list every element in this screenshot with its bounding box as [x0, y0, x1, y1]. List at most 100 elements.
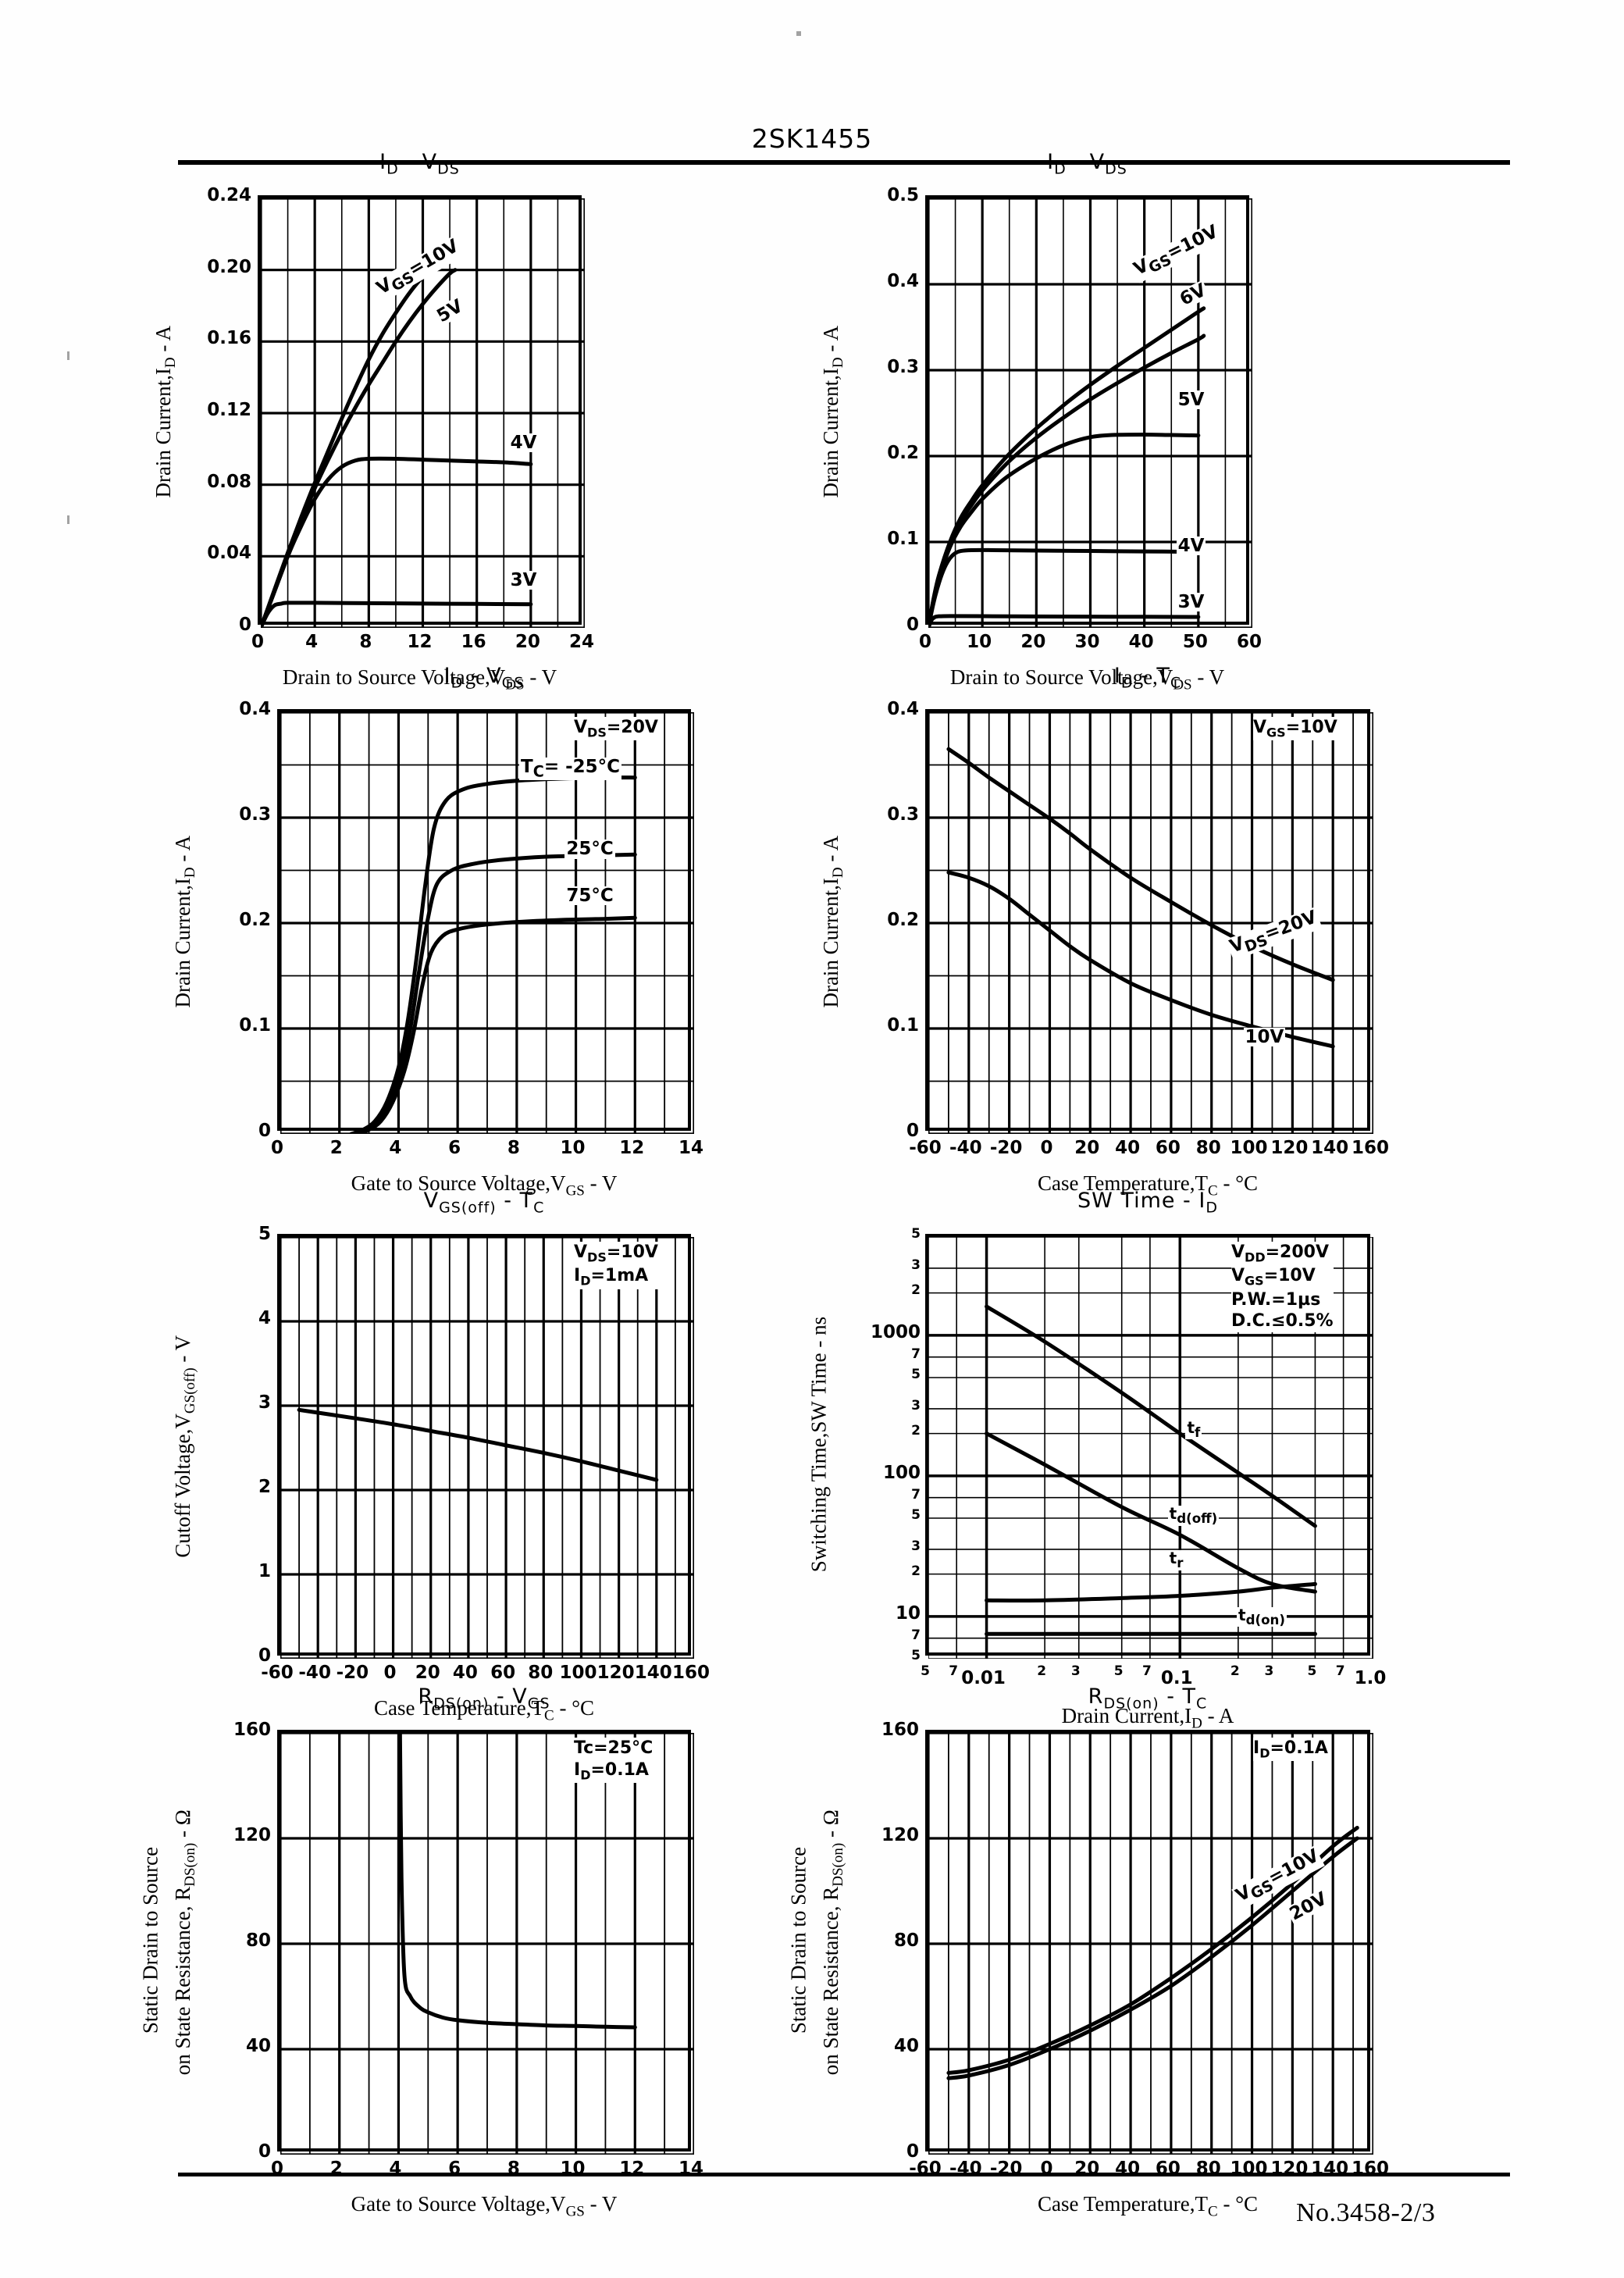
- x-tick-label: -60: [261, 1663, 294, 1683]
- y-tick-label: 40: [245, 2036, 271, 2056]
- x-tick-label: 120: [597, 1663, 635, 1683]
- y-tick-label: 0: [906, 615, 919, 635]
- x-tick-label: -20: [989, 2159, 1023, 2179]
- footer-rule: [178, 2173, 1510, 2176]
- y-tick-label: 5: [911, 1648, 921, 1663]
- y-tick-label: 3: [258, 1392, 271, 1413]
- x-tick-label: 12: [407, 632, 433, 652]
- curve-10v: [946, 870, 1335, 1049]
- y-tick-label: 1000: [870, 1321, 921, 1342]
- x-tick-label: -40: [949, 2159, 982, 2179]
- x-tick-label: -40: [949, 1138, 982, 1158]
- curve-annotation: tf: [1185, 1417, 1202, 1440]
- x-axis-label: Drain to Source Voltage,VDS - V: [949, 665, 1225, 693]
- x-tick-label: 0: [1040, 2159, 1053, 2179]
- x-tick-label: 100: [1230, 2159, 1268, 2179]
- x-tick-label: 2: [329, 2159, 343, 2179]
- chart-id-vds-24v: ID - VDS 0 4 8 12 16 20 24 0 0.04 0.08 0.12 0.16 0.20…: [23, 150, 629, 704]
- x-tick-label: 2: [329, 1138, 343, 1158]
- y-axis-label: Drain Current,ID - A: [818, 835, 847, 1008]
- chart-title: RDS(on) - VGS: [418, 1684, 550, 1713]
- x-tick-label: -60: [909, 2159, 942, 2179]
- x-tick-label: 24: [568, 632, 595, 652]
- y-axis-label: Cutoff Voltage,VGS(off) - V: [170, 1335, 199, 1558]
- curve-annotation: td(off): [1167, 1504, 1220, 1527]
- y-axis-label: Switching Time,SW Time - ns: [807, 1316, 831, 1573]
- x-tick-label: 5: [1307, 1663, 1317, 1679]
- x-tick-label: 20: [515, 632, 540, 652]
- y-tick-label: 0.1: [239, 1015, 271, 1036]
- chart-title: ID - VDS: [379, 150, 460, 178]
- curve-tr: [985, 1581, 1317, 1603]
- page-title: 2SK1455: [751, 123, 873, 154]
- x-tick-label: 8: [359, 632, 372, 652]
- scan-artifact: [67, 351, 69, 360]
- plot-area: [258, 195, 585, 628]
- x-tick-label: 0: [270, 2159, 284, 2179]
- x-tick-label: 14: [678, 2159, 704, 2179]
- y-tick-label: 0.4: [887, 699, 919, 719]
- chart-sw-time-id: SW Time - ID 5 7 0.01 2 3 5 7 0.1 2 3 5 7 1.0 5 7 10 2 3 5 7…: [691, 1189, 1417, 1735]
- chart-rdson-vgs: RDS(on) - VGS 0 2 4 6 8 10 12 14 0 40 80 120 160 Gate …: [43, 1684, 738, 2231]
- curve-annotation: 3V: [1176, 591, 1206, 612]
- y-tick-label: 0.4: [239, 699, 271, 719]
- x-axis-label: Case Temperature,TC - °C: [1037, 1171, 1259, 1200]
- y-tick-label: 5: [911, 1507, 921, 1523]
- curve-vgs-off-: [297, 1407, 659, 1482]
- curve-annotation: 5V: [1176, 390, 1206, 411]
- chart-id-vds-60v: ID - VDS 0 10 20 30 40 50 60 0 0.1 0.2 0.3 0.4 0.5 Dra…: [691, 150, 1296, 704]
- x-tick-label: 5: [1113, 1663, 1124, 1679]
- x-tick-label: 80: [1195, 1138, 1221, 1158]
- curve-75-c: [354, 915, 637, 1134]
- y-tick-label: 80: [893, 1930, 919, 1951]
- x-tick-label: 3: [1264, 1663, 1274, 1679]
- x-tick-label: 3: [1070, 1663, 1081, 1679]
- conditions-box: ID=0.1A: [1253, 1738, 1328, 1762]
- plot-area: [925, 195, 1252, 628]
- x-axis-label: Drain to Source Voltage,VDS - V: [282, 665, 557, 693]
- x-tick-label: 0: [270, 1138, 284, 1158]
- curve-rds-on-: [397, 1733, 637, 2030]
- curve-annotation: 10V: [1243, 1026, 1286, 1047]
- x-tick-label: 100: [559, 1663, 597, 1683]
- y-tick-label: 2: [911, 1282, 921, 1298]
- x-tick-label: 30: [1074, 632, 1100, 652]
- y-axis-label: on State Resistance, RDS(on) - Ω: [818, 1809, 847, 2076]
- x-tick-label: 12: [619, 1138, 645, 1158]
- curve-annotation: TC= -25°C: [519, 757, 622, 781]
- x-tick-label: 120: [1270, 2159, 1309, 2179]
- y-tick-label: 5: [258, 1224, 271, 1244]
- curve-5v: [261, 268, 458, 628]
- x-tick-label: 160: [1351, 2159, 1390, 2179]
- x-tick-label: 40: [1128, 632, 1154, 652]
- plot-svg: [928, 198, 1252, 628]
- y-axis-label-outer: Static Drain to Source: [786, 1846, 810, 2034]
- y-tick-label: 1: [258, 1561, 271, 1581]
- x-tick-label: 0: [918, 632, 932, 652]
- curve-3v: [261, 601, 533, 628]
- y-tick-label: 0.16: [207, 328, 251, 349]
- x-tick-label: 16: [461, 632, 486, 652]
- curve-annotation: 25°C: [564, 839, 615, 860]
- x-tick-label: 80: [528, 1663, 554, 1683]
- y-tick-label: 120: [881, 1825, 919, 1845]
- y-tick-label: 0.2: [887, 443, 919, 463]
- x-tick-label: -20: [336, 1663, 369, 1683]
- y-tick-label: 160: [881, 1720, 919, 1740]
- y-axis-label: on State Resistance, RDS(on) - Ω: [170, 1809, 199, 2076]
- y-tick-label: 0.1: [887, 1015, 919, 1036]
- x-tick-label: 4: [389, 2159, 402, 2179]
- y-tick-label: 0: [258, 1645, 271, 1666]
- chart-title: ID - VGS: [443, 664, 525, 692]
- plot-area: [277, 1234, 694, 1659]
- plot-svg: [261, 198, 585, 628]
- x-tick-label: 7: [949, 1663, 959, 1679]
- plot-area: [277, 1730, 694, 2155]
- curve-6v: [928, 333, 1206, 628]
- scan-artifact: [67, 515, 69, 524]
- curve-vds-20v: [946, 747, 1335, 982]
- x-tick-label: 20: [1074, 2159, 1100, 2179]
- y-tick-label: 2: [258, 1477, 271, 1497]
- conditions-box: VDS=10V ID=1mA: [574, 1242, 658, 1289]
